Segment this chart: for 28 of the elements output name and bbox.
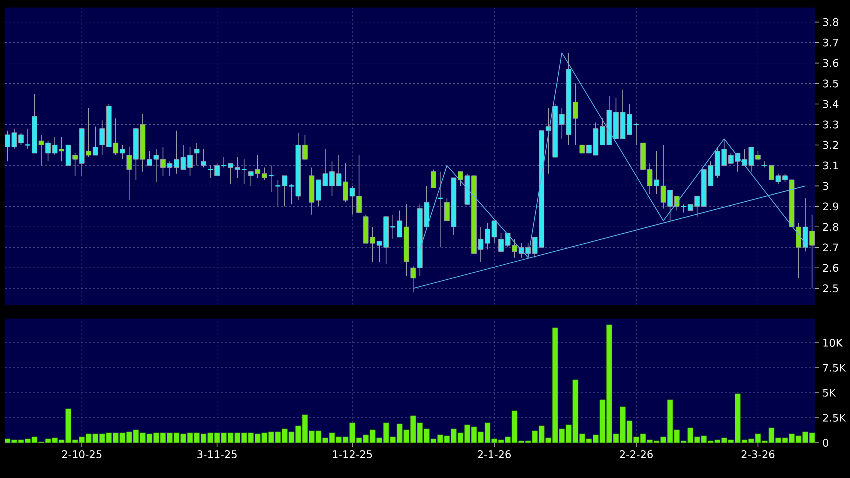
candlestick <box>201 148 206 168</box>
x-tick-label: 3-11-25 <box>198 450 237 458</box>
y-tick-label: 5K <box>823 389 836 397</box>
y-tick-label: 3.5 <box>823 80 838 88</box>
y-tick-label: 3.3 <box>823 120 838 129</box>
y-tick-label: 2.9 <box>823 202 838 211</box>
x-tick-label: 2-3-26 <box>742 450 775 458</box>
y-tick-label: 2.6 <box>823 264 839 272</box>
y-tick-label: 3.6 <box>823 59 839 68</box>
y-tick-label: 2.5K <box>823 414 846 422</box>
y-tick-label: 7.5K <box>823 364 846 372</box>
y-tick-label: 2.5 <box>823 284 838 293</box>
y-tick-label: 10K <box>824 339 843 347</box>
y-tick-label: 0 <box>823 439 829 447</box>
y-tick-label: 2.8 <box>823 223 839 232</box>
x-tick-label: 2-2-26 <box>620 450 653 458</box>
y-tick-label: 3.2 <box>823 141 838 150</box>
x-tick-label: 1-12-25 <box>333 450 372 458</box>
y-tick-label: 3.7 <box>823 38 838 47</box>
x-tick-label: 2-10-25 <box>62 450 102 458</box>
y-tick-label: 3.1 <box>823 162 838 170</box>
candlestick <box>194 142 200 166</box>
y-tick-label: 3.8 <box>823 18 839 26</box>
y-tick-label: 3.4 <box>823 100 839 108</box>
y-tick-label: 2.7 <box>823 244 838 252</box>
x-tick-label: 2-1-26 <box>478 450 511 458</box>
candlestick <box>430 169 436 189</box>
y-tick-label: 3 <box>823 182 828 190</box>
